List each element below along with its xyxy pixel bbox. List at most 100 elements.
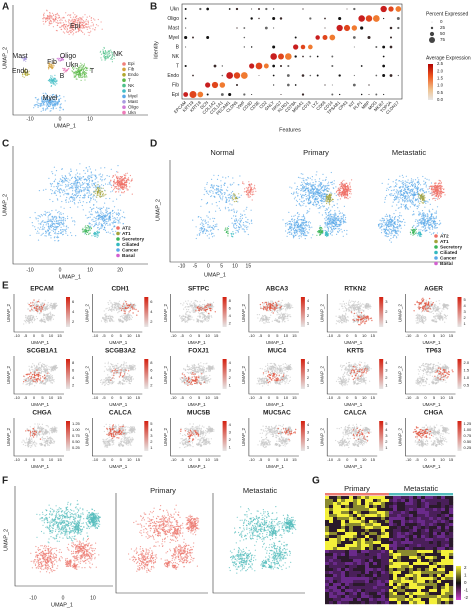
cell-point [44, 210, 46, 213]
cell-point [401, 194, 403, 196]
cell-point [327, 185, 329, 187]
cell-point [240, 225, 242, 227]
cell-point [109, 232, 111, 234]
cell-point [319, 207, 321, 209]
cell-point [48, 65, 50, 68]
cell-point [291, 218, 293, 221]
cell-point [52, 26, 55, 28]
dot [360, 65, 363, 67]
cell-point [324, 224, 326, 226]
cell-point [390, 189, 392, 192]
cell-point [44, 235, 46, 237]
cell-point [49, 225, 52, 227]
cell-point [349, 190, 351, 192]
cell-point [389, 232, 391, 234]
cell-point [380, 226, 382, 228]
cell-point [420, 229, 422, 231]
axis-title: Features [279, 127, 301, 133]
row-label: Myel [168, 35, 179, 41]
cell-point [56, 58, 58, 60]
cell-point [227, 232, 229, 234]
cell-point [320, 193, 322, 195]
cell-point [425, 214, 427, 216]
cell-point [108, 213, 110, 215]
cell-point [114, 174, 116, 176]
cell-point [387, 229, 389, 231]
cell-point [56, 220, 58, 222]
cell-point [73, 182, 75, 184]
cell-point [92, 196, 94, 198]
cell-point [88, 216, 90, 219]
cell-point [87, 31, 89, 33]
dot [368, 84, 370, 86]
cell-point [326, 234, 328, 236]
cell-point [297, 176, 300, 178]
cell-point [337, 193, 339, 195]
cell-point [297, 219, 299, 221]
cell-point [72, 188, 74, 190]
dot [316, 74, 319, 77]
cell-point [426, 219, 429, 222]
cell-point [310, 185, 312, 188]
cell-point [208, 190, 210, 192]
cell-point [224, 206, 226, 208]
cell-point [104, 194, 106, 196]
cell-point [64, 190, 66, 192]
cell-point [332, 231, 334, 233]
cell-point [301, 183, 304, 185]
cell-point [112, 230, 114, 233]
cell-point [95, 187, 97, 189]
cell-point [215, 210, 217, 212]
cell-point [335, 191, 337, 193]
cell-point [107, 53, 109, 55]
cell-point [42, 102, 45, 104]
cell-point [399, 191, 402, 193]
cell-point [56, 182, 59, 184]
cell-point [332, 216, 334, 218]
cell-point [68, 23, 70, 25]
cell-point [220, 186, 222, 188]
cell-point [231, 204, 233, 206]
cell-point [247, 190, 249, 192]
cell-point [388, 230, 390, 232]
cell-point [317, 185, 319, 187]
cell-point [78, 68, 80, 70]
cell-point [72, 12, 74, 14]
cell-point [347, 195, 349, 197]
cell-point [412, 188, 414, 190]
legend-label: 2.5 [437, 61, 444, 66]
cell-point [64, 19, 66, 21]
cell-point [99, 178, 102, 180]
dot [250, 46, 253, 48]
cell-point [42, 18, 44, 20]
cell-point [331, 217, 333, 219]
cell-point [341, 220, 343, 222]
cell-point [115, 230, 117, 232]
cell-point [433, 232, 435, 234]
cell-point [97, 181, 99, 183]
cell-point [285, 223, 287, 225]
cell-point [61, 28, 63, 31]
cell-point [400, 180, 402, 183]
cell-point [303, 230, 305, 232]
cell-point [290, 227, 292, 229]
cell-point [62, 55, 64, 57]
cell-point [96, 201, 98, 203]
cell-point [394, 222, 396, 224]
cell-point [40, 222, 42, 224]
cell-point [313, 188, 315, 190]
cell-point [416, 225, 418, 227]
cell-point [199, 227, 201, 230]
cell-point [61, 184, 63, 186]
cell-point [386, 187, 388, 189]
cell-point [80, 179, 82, 181]
cell-point [102, 215, 104, 217]
cell-point [73, 24, 75, 26]
cell-point [53, 226, 56, 228]
cell-point [82, 209, 84, 211]
cell-point [42, 104, 45, 106]
cell-point [65, 226, 67, 228]
dot [331, 55, 334, 58]
cell-point [324, 226, 326, 228]
cell-point [233, 182, 235, 184]
